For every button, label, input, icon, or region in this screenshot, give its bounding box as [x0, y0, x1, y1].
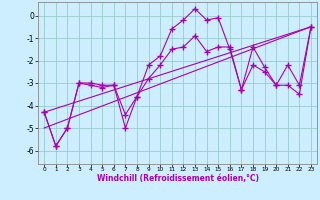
X-axis label: Windchill (Refroidissement éolien,°C): Windchill (Refroidissement éolien,°C)	[97, 174, 259, 183]
